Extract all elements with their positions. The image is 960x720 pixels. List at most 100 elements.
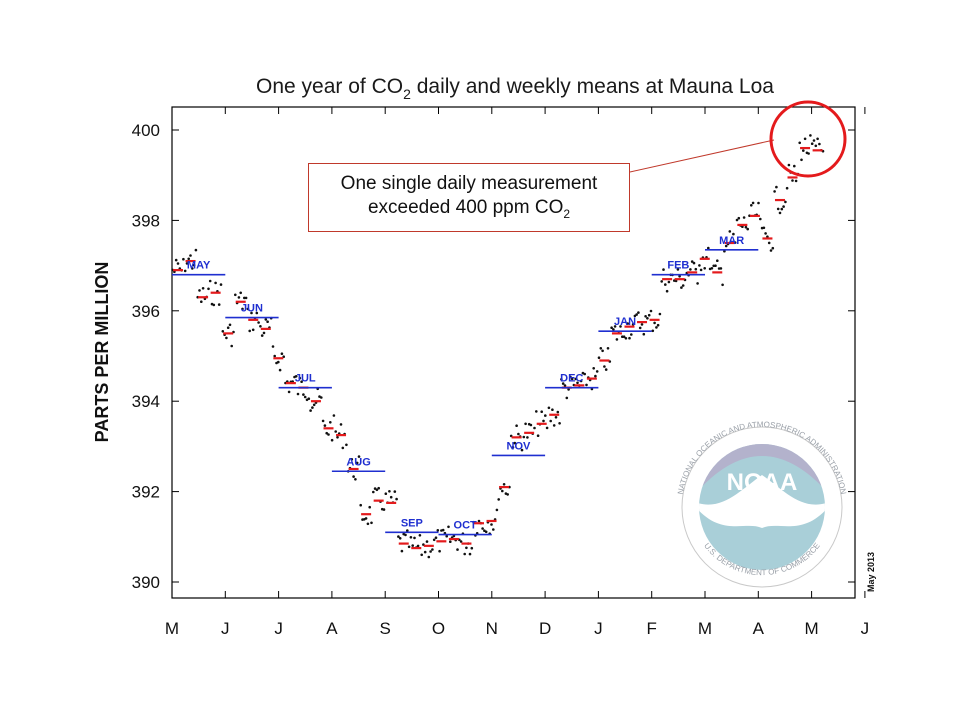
callout-leader-line xyxy=(629,139,775,173)
daily-point xyxy=(339,423,343,426)
daily-point xyxy=(429,550,432,553)
daily-point xyxy=(529,423,533,427)
daily-point xyxy=(189,254,192,257)
daily-point xyxy=(667,280,671,284)
daily-point xyxy=(260,334,264,337)
daily-point xyxy=(791,179,794,182)
daily-point xyxy=(814,144,818,148)
daily-point xyxy=(217,303,221,306)
daily-point xyxy=(606,347,610,350)
daily-point xyxy=(259,325,262,328)
daily-point xyxy=(655,326,658,329)
daily-point xyxy=(724,244,728,248)
plot-frame xyxy=(171,106,856,599)
daily-point xyxy=(744,225,748,229)
daily-point xyxy=(298,376,302,380)
daily-point xyxy=(800,158,803,162)
x-tick-label: D xyxy=(539,619,551,638)
monthly-mean-label: JUN xyxy=(241,303,263,315)
daily-point xyxy=(759,217,762,221)
daily-point xyxy=(535,410,538,413)
daily-point xyxy=(714,264,717,268)
daily-point xyxy=(463,552,467,556)
daily-point xyxy=(201,287,205,290)
daily-point xyxy=(735,218,739,222)
daily-point xyxy=(325,431,329,435)
daily-point xyxy=(651,329,655,333)
daily-point xyxy=(719,267,723,270)
daily-point xyxy=(214,281,217,285)
daily-point xyxy=(807,152,810,155)
daily-point xyxy=(597,356,601,360)
daily-point xyxy=(420,553,424,557)
daily-point xyxy=(384,492,388,496)
daily-point xyxy=(513,441,517,445)
daily-point xyxy=(423,550,427,554)
daily-point xyxy=(802,149,805,152)
daily-point xyxy=(187,257,190,261)
daily-point xyxy=(330,438,334,442)
daily-point xyxy=(492,528,495,531)
daily-point xyxy=(635,313,638,316)
daily-point xyxy=(431,548,434,551)
daily-point xyxy=(248,329,251,333)
daily-point xyxy=(637,311,640,314)
daily-point xyxy=(357,455,361,458)
daily-point xyxy=(594,374,597,378)
daily-point xyxy=(570,377,574,381)
daily-point xyxy=(413,536,416,540)
daily-point xyxy=(287,390,291,394)
daily-point xyxy=(603,365,606,368)
daily-point xyxy=(776,207,780,211)
daily-point xyxy=(556,410,560,414)
x-tick-label: O xyxy=(432,619,445,638)
daily-point xyxy=(619,325,622,328)
daily-point xyxy=(271,345,275,348)
daily-point xyxy=(540,410,543,414)
daily-point xyxy=(631,323,635,326)
daily-point xyxy=(533,426,536,430)
daily-point xyxy=(241,307,244,311)
daily-point xyxy=(234,293,237,297)
chart-title: One year of CO2 daily and weekly means a… xyxy=(256,75,774,102)
daily-point xyxy=(798,141,801,145)
daily-point xyxy=(658,312,662,316)
daily-point xyxy=(303,395,307,399)
daily-point xyxy=(812,139,816,142)
y-tick-label: 390 xyxy=(132,573,160,592)
daily-point xyxy=(470,546,474,550)
daily-point xyxy=(255,311,259,315)
daily-point xyxy=(630,333,633,336)
daily-point xyxy=(296,392,300,396)
daily-point xyxy=(251,328,255,332)
daily-point xyxy=(468,552,472,556)
callout-line-2: exceeded 400 ppm CO2 xyxy=(367,197,571,221)
daily-point xyxy=(558,422,561,425)
daily-point xyxy=(307,397,311,401)
daily-point xyxy=(436,529,440,532)
daily-point xyxy=(785,186,789,190)
daily-point xyxy=(561,382,565,385)
daily-point xyxy=(445,534,449,538)
daily-point xyxy=(425,540,429,543)
daily-point xyxy=(359,503,363,507)
y-tick-label: 396 xyxy=(132,302,160,321)
monthly-mean-label: AUG xyxy=(346,456,370,468)
x-tick-label: M xyxy=(165,619,179,638)
daily-point xyxy=(716,259,719,263)
daily-point xyxy=(262,331,266,335)
highlight-circle xyxy=(769,100,847,178)
daily-point xyxy=(226,326,230,330)
daily-point xyxy=(741,225,744,228)
daily-point xyxy=(567,388,570,391)
daily-point xyxy=(810,142,814,145)
daily-point xyxy=(368,505,372,509)
daily-point xyxy=(751,201,755,205)
daily-point xyxy=(551,408,554,412)
x-tick-label: J xyxy=(861,619,870,638)
daily-point xyxy=(257,321,260,324)
daily-point xyxy=(237,296,241,299)
daily-point xyxy=(565,396,569,400)
daily-point xyxy=(477,519,481,523)
daily-point xyxy=(312,403,316,407)
